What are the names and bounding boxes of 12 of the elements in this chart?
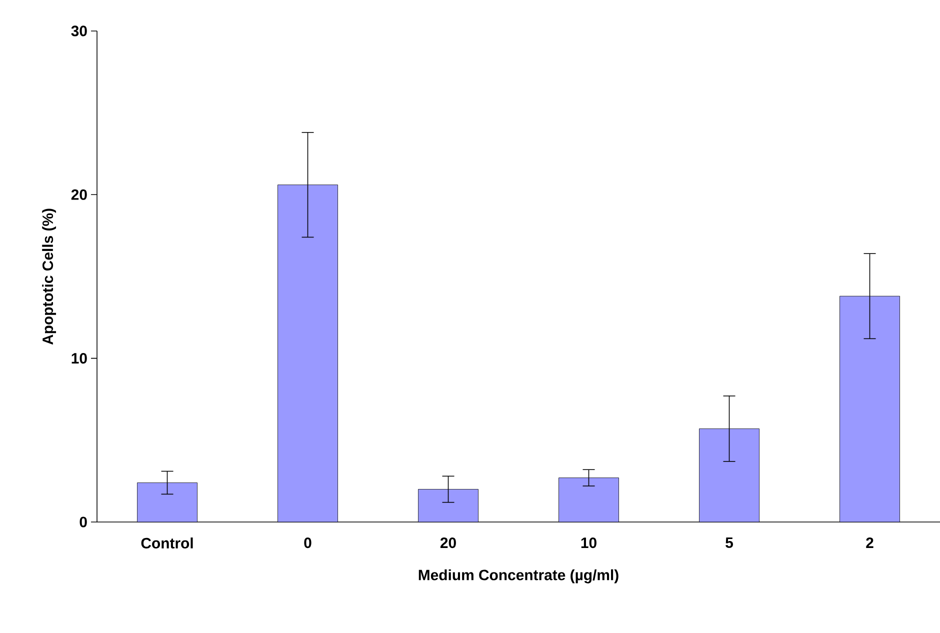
x-axis-title: Medium Concentrate (µg/ml) [418, 569, 618, 584]
x-tick-label: 0 [304, 538, 312, 548]
y-tick-label: 30 [71, 26, 87, 36]
x-tick-label: 10 [581, 538, 596, 548]
x-tick-label: 2 [866, 538, 874, 548]
y-axis-title: Apoptotic Cells (%) [42, 208, 56, 345]
y-tick-label: 20 [71, 189, 87, 200]
y-tick-label: 0 [80, 516, 87, 528]
x-tick-label: 5 [726, 538, 733, 548]
y-tick-label: 10 [72, 353, 87, 364]
x-tick-label: Control [141, 538, 193, 548]
x-tick-label: 20 [440, 538, 456, 548]
